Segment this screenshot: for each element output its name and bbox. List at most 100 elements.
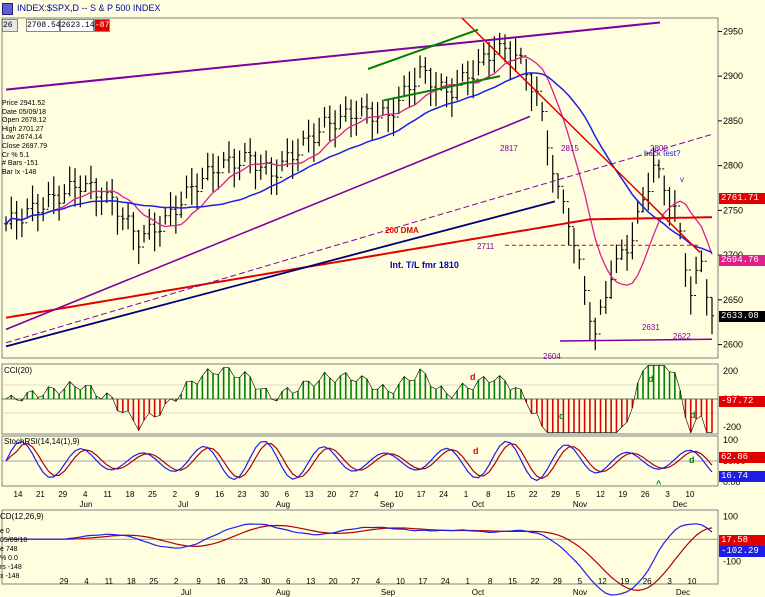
info-line: High 2701.27	[2, 125, 44, 133]
price-panel: 26002650270027502800285029002950200 DMAI…	[1, 17, 743, 361]
info-line: Close 2697.79	[2, 142, 48, 150]
x-tick-label: 4	[84, 577, 89, 586]
title-bar: INDEX:$SPX,D -- S & P 500 INDEX	[0, 0, 720, 18]
x-tick-label: 14	[14, 490, 23, 499]
x-tick-label: 13	[305, 490, 314, 499]
x-month-label: Aug	[276, 588, 290, 597]
info-line: e 0	[0, 528, 10, 535]
info-line: Date 05/09/18	[2, 108, 46, 116]
chart-icon	[2, 3, 13, 15]
info-box: Price 2941.52 Date 05/09/18 Open 2678.12…	[2, 100, 47, 177]
price-tag: 16.74	[719, 471, 765, 482]
price-annotation: 2711	[477, 242, 495, 251]
x-tick-label: 10	[688, 577, 697, 586]
x-tick-label: 17	[418, 577, 427, 586]
x-tick-label: 4	[83, 490, 88, 499]
x-tick-label: 4	[376, 577, 381, 586]
cci-annotation: d	[470, 372, 476, 382]
x-tick-label: 2	[174, 577, 179, 586]
x-tick-label: 13	[306, 577, 315, 586]
x-tick-label: 23	[239, 577, 248, 586]
price-annotation: 2817	[500, 144, 518, 153]
price-annotation: back test?	[644, 149, 681, 158]
x-tick-label: 29	[551, 490, 560, 499]
x-tick-label: 11	[105, 577, 114, 586]
x-tick-label: 10	[396, 577, 405, 586]
x-tick-label: 22	[531, 577, 540, 586]
ma-medium-line	[5, 72, 713, 254]
y-tick-label: 100	[723, 435, 738, 445]
cci-annotation: d	[690, 410, 696, 420]
x-tick-label: 15	[506, 490, 515, 499]
x-tick-label: 27	[351, 577, 360, 586]
x-tick-label: 26	[643, 577, 652, 586]
x-tick-label: 29	[553, 577, 562, 586]
info-line: Cr % 5.1	[2, 151, 30, 159]
stoch-annotation: ^	[656, 479, 662, 489]
wedge-bottom-line	[383, 75, 501, 102]
period-cell: 26	[2, 19, 18, 32]
stoch-annotation: d	[689, 455, 695, 465]
y-tick-label: 100	[723, 512, 738, 522]
x-tick-label: 10	[686, 490, 695, 499]
x-tick-label: 24	[441, 577, 450, 586]
x-tick-label: 12	[596, 490, 605, 499]
x-tick-label: 21	[36, 490, 45, 499]
intermediate-trendline	[5, 200, 556, 348]
macd-info: e 0 05/09/18 e 748 % 0.0 rs -148 x -148	[0, 527, 27, 581]
stoch-panel: 10050.000.00d^d1421294111825291623306132…	[1, 435, 746, 509]
x-tick-label: 1	[465, 577, 470, 586]
price-tag: 2633.08	[719, 311, 765, 322]
x-tick-label: 9	[195, 490, 200, 499]
x-tick-label: 27	[350, 490, 359, 499]
price-annotation: 2800	[650, 144, 668, 153]
x-tick-label: 29	[58, 490, 67, 499]
x-tick-label: 5	[578, 577, 583, 586]
x-tick-label: 16	[215, 490, 224, 499]
info-line: # Bars -151	[2, 160, 39, 168]
x-tick-label: 18	[126, 490, 135, 499]
price-annotation: 2815	[561, 144, 579, 153]
cci-line	[5, 365, 712, 434]
price-annotation: 2622	[673, 332, 691, 341]
x-tick-label: 6	[286, 577, 291, 586]
cci-annotation: d	[648, 374, 654, 384]
stoch-title: StochRSI(14,14(1),9)	[4, 437, 80, 446]
y-tick-label: -100	[723, 557, 741, 567]
x-month-label: Nov	[573, 588, 587, 597]
x-tick-label: 25	[149, 577, 158, 586]
y-tick-label: 2950	[723, 26, 743, 36]
cci-title: CCI(20)	[4, 366, 33, 375]
price-annotation: 200 DMA	[385, 226, 419, 235]
x-tick-label: 22	[529, 490, 538, 499]
stoch-annotation: d	[473, 446, 479, 456]
x-month-label: Aug	[276, 500, 290, 509]
macd-title: CD(12,26,9)	[0, 512, 44, 521]
x-tick-label: 15	[508, 577, 517, 586]
info-line: Low 2674.14	[2, 134, 43, 142]
x-tick-label: 5	[576, 490, 581, 499]
x-tick-label: 8	[486, 490, 491, 499]
x-tick-label: 3	[667, 577, 672, 586]
y-tick-label: 2750	[723, 205, 743, 215]
channel-top-line	[5, 21, 661, 91]
price-annotation: v	[680, 175, 684, 184]
x-tick-label: 24	[439, 490, 448, 499]
x-tick-label: 20	[329, 577, 338, 586]
cci-annotation: d	[559, 411, 565, 421]
downtrend-line	[461, 17, 701, 253]
x-tick-label: 4	[374, 490, 379, 499]
macd-line	[6, 523, 713, 596]
x-month-label: Jul	[178, 500, 188, 509]
x-tick-label: 23	[238, 490, 247, 499]
x-tick-label: 17	[417, 490, 426, 499]
price-annotation: 2631	[642, 323, 660, 332]
panel-frame	[1, 509, 719, 585]
price-annotation: 2604	[543, 352, 561, 361]
x-tick-label: 11	[103, 490, 112, 499]
price-tag: 17.58	[719, 535, 765, 546]
x-tick-label: 8	[488, 577, 493, 586]
x-tick-label: 6	[285, 490, 290, 499]
